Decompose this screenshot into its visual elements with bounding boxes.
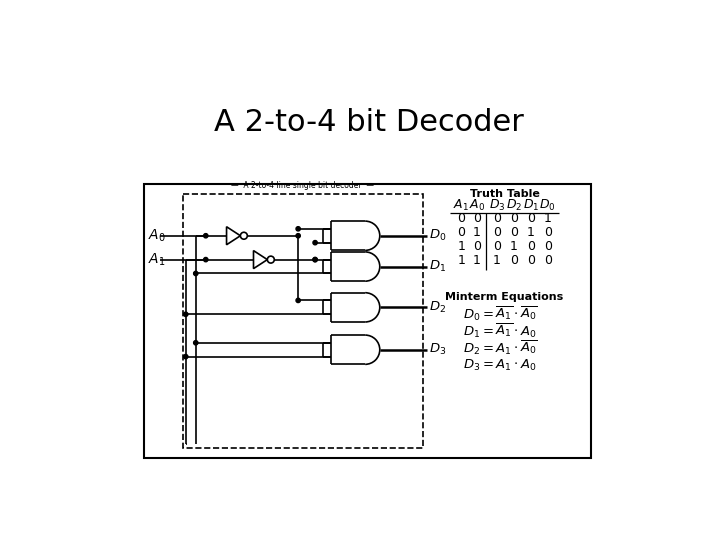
Bar xyxy=(144,184,590,457)
Text: 0: 0 xyxy=(473,240,481,253)
Text: 0: 0 xyxy=(457,212,465,225)
Text: Truth Table: Truth Table xyxy=(469,189,539,199)
Text: 1: 1 xyxy=(527,226,535,239)
Text: 1: 1 xyxy=(457,254,465,267)
Text: 0: 0 xyxy=(544,254,552,267)
Text: 1: 1 xyxy=(544,212,552,225)
Text: 0: 0 xyxy=(492,212,501,225)
Text: 0: 0 xyxy=(527,212,535,225)
Text: 0: 0 xyxy=(544,226,552,239)
Text: $A_0$: $A_0$ xyxy=(148,227,166,244)
Text: 0: 0 xyxy=(473,212,481,225)
Text: $D_3$: $D_3$ xyxy=(489,198,505,213)
Text: 0: 0 xyxy=(492,226,501,239)
Circle shape xyxy=(313,258,318,262)
Text: $D_2$: $D_2$ xyxy=(429,300,446,315)
Text: 0: 0 xyxy=(457,226,465,239)
Text: 1: 1 xyxy=(510,240,518,253)
Text: $D_3 = A_1\cdot A_0$: $D_3 = A_1\cdot A_0$ xyxy=(463,357,537,373)
Circle shape xyxy=(313,258,318,262)
Text: 0: 0 xyxy=(510,254,518,267)
Circle shape xyxy=(296,298,300,302)
Text: $D_2 = A_1\cdot\overline{A_0}$: $D_2 = A_1\cdot\overline{A_0}$ xyxy=(462,339,537,357)
Text: 0: 0 xyxy=(510,212,518,225)
Circle shape xyxy=(194,341,198,345)
Text: $A_1$: $A_1$ xyxy=(454,198,469,213)
Text: 1: 1 xyxy=(473,254,481,267)
Circle shape xyxy=(194,271,198,275)
Text: $A_0$: $A_0$ xyxy=(469,198,485,213)
Text: $D_0$: $D_0$ xyxy=(539,198,556,213)
Circle shape xyxy=(313,240,318,245)
Circle shape xyxy=(204,234,208,238)
Text: A 2-to-4 bit Decoder: A 2-to-4 bit Decoder xyxy=(214,108,524,137)
Text: Minterm Equations: Minterm Equations xyxy=(446,292,564,302)
Text: 0: 0 xyxy=(527,240,535,253)
Text: 0: 0 xyxy=(527,254,535,267)
Circle shape xyxy=(296,227,300,231)
Text: 0: 0 xyxy=(510,226,518,239)
Circle shape xyxy=(184,312,188,316)
Text: 0: 0 xyxy=(544,240,552,253)
Text: —  A 2-to-4 line single bit decoder  —: — A 2-to-4 line single bit decoder — xyxy=(231,181,374,190)
Text: $D_1 = \overline{A_1}\cdot A_0$: $D_1 = \overline{A_1}\cdot A_0$ xyxy=(463,322,537,340)
Text: $A_1$: $A_1$ xyxy=(148,252,166,268)
Text: $D_1$: $D_1$ xyxy=(429,259,446,274)
Text: $D_1$: $D_1$ xyxy=(523,198,539,213)
Circle shape xyxy=(184,354,188,359)
Text: $D_2$: $D_2$ xyxy=(505,198,522,213)
Circle shape xyxy=(204,258,208,262)
Text: 0: 0 xyxy=(492,240,501,253)
Text: 1: 1 xyxy=(493,254,500,267)
Text: 1: 1 xyxy=(457,240,465,253)
Text: $D_0 = \overline{A_1}\cdot\overline{A_0}$: $D_0 = \overline{A_1}\cdot\overline{A_0}… xyxy=(462,305,537,323)
Text: 1: 1 xyxy=(473,226,481,239)
Text: $D_3$: $D_3$ xyxy=(429,342,446,357)
Circle shape xyxy=(296,234,300,238)
Text: $D_0$: $D_0$ xyxy=(429,228,446,244)
